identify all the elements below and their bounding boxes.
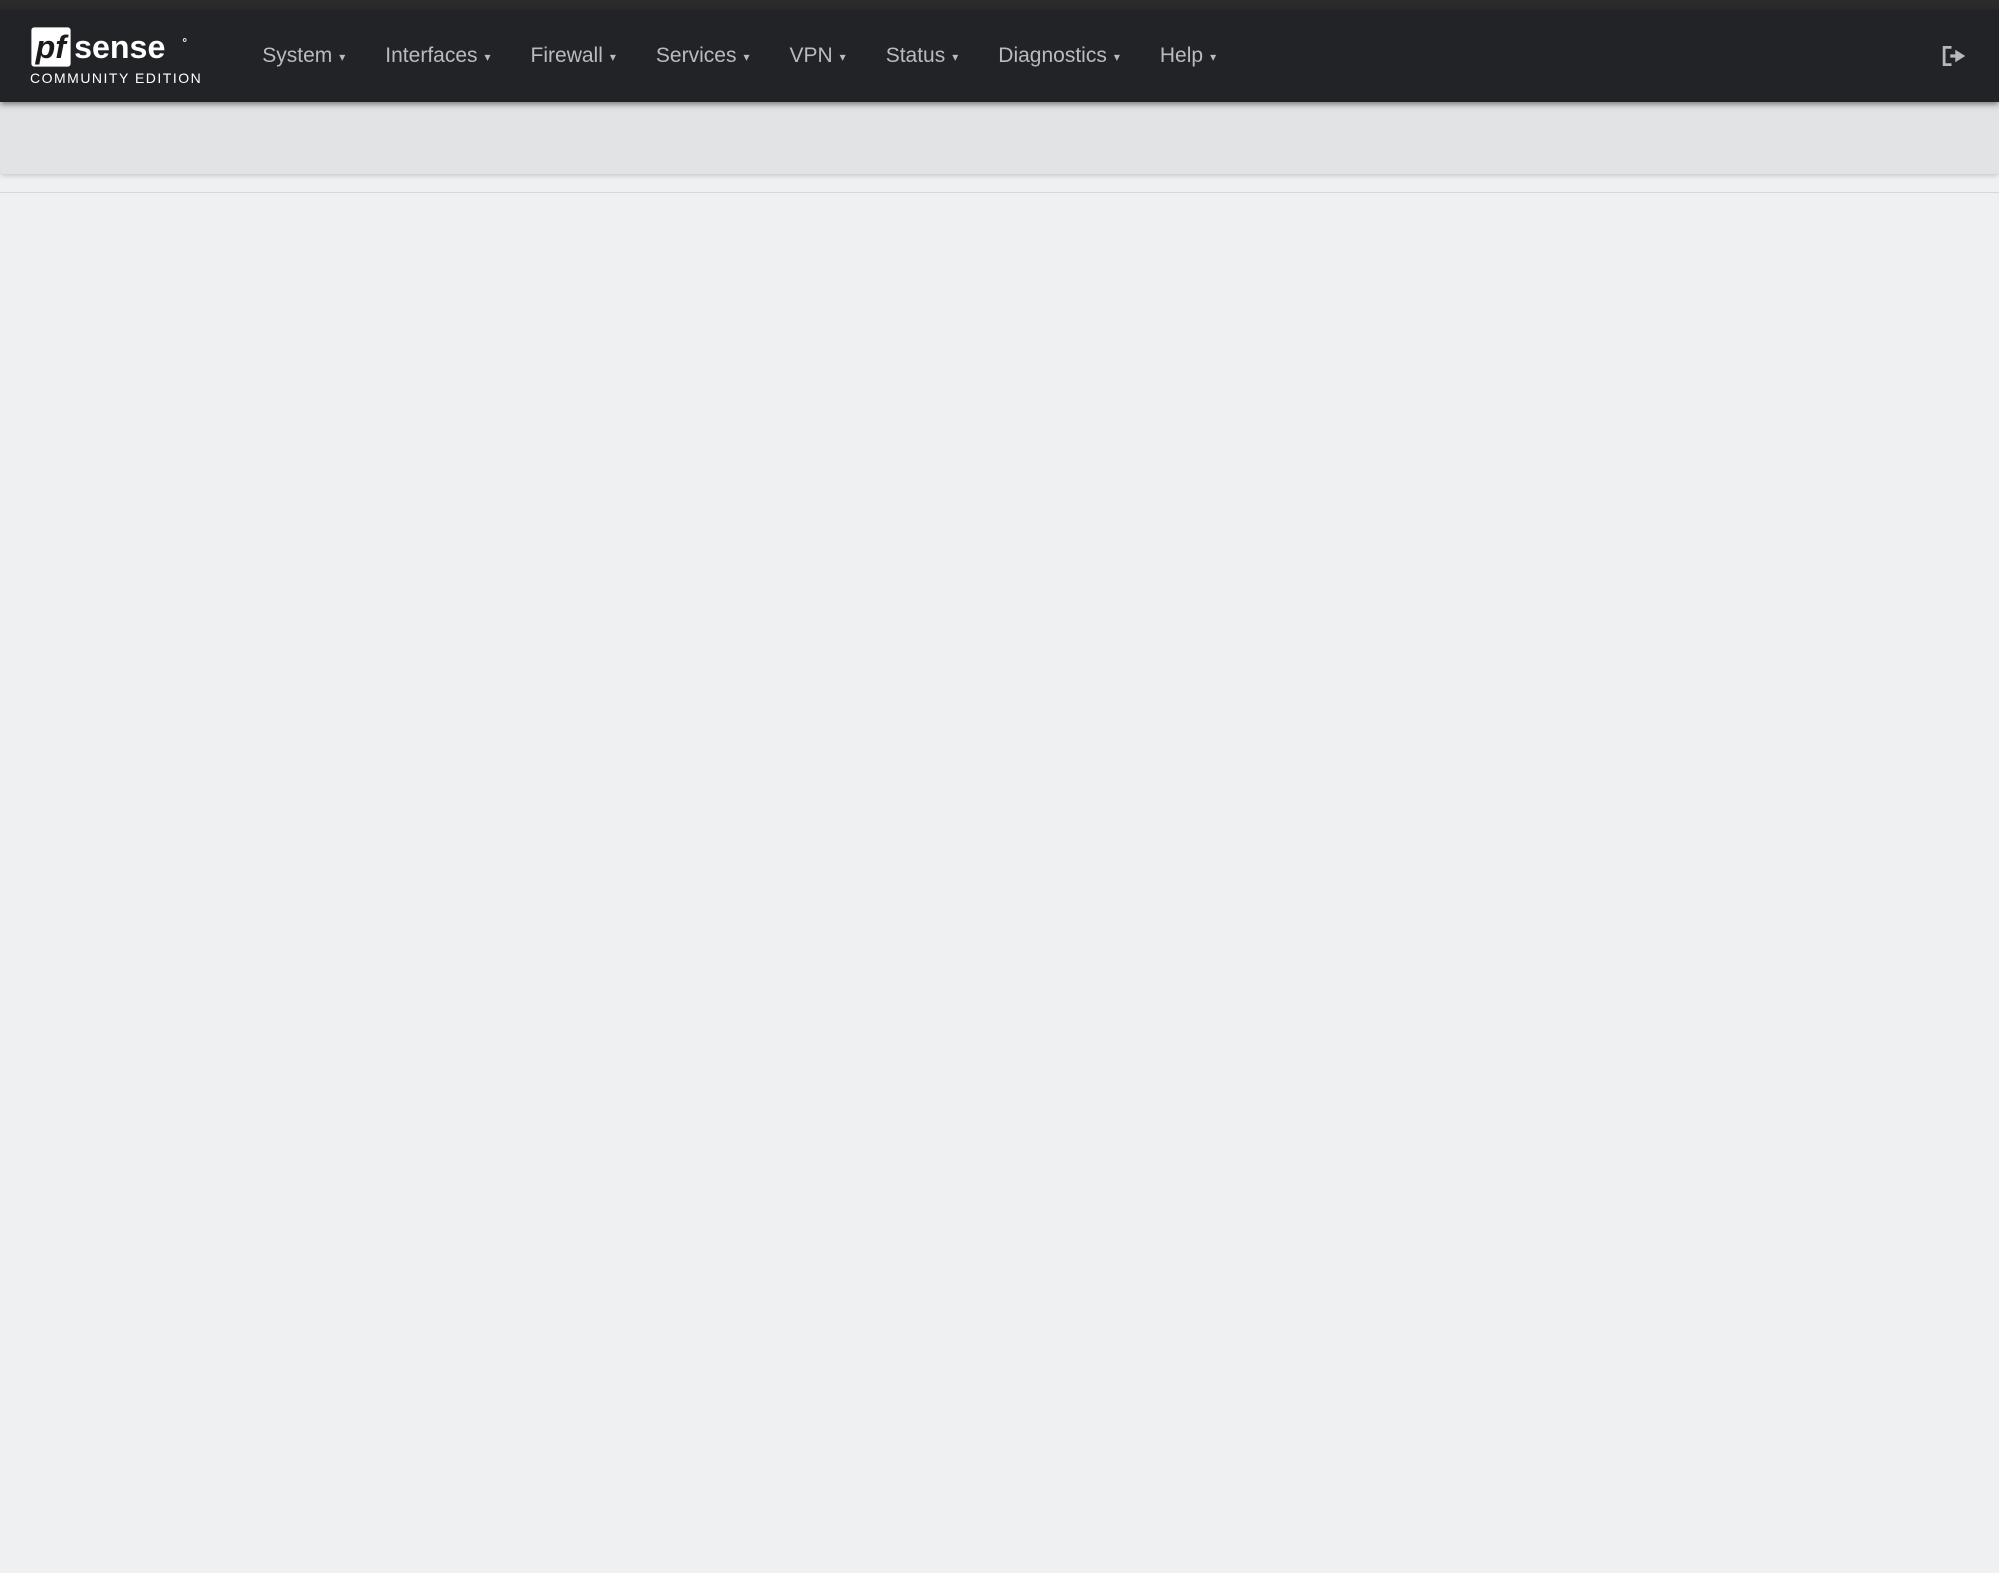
svg-text:sense: sense — [74, 29, 165, 65]
svg-text:pf: pf — [35, 29, 70, 65]
